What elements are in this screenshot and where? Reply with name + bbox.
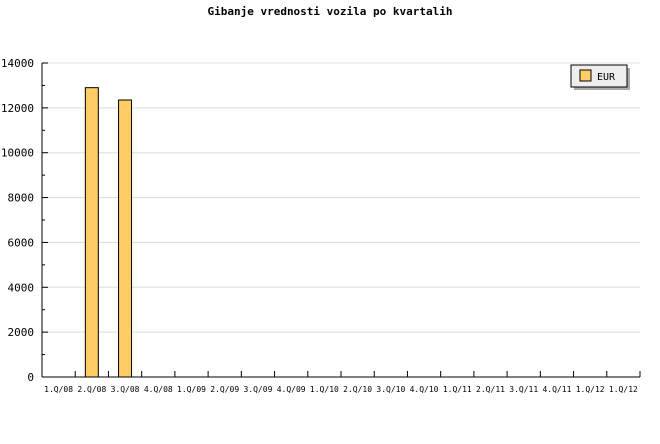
x-tick-label: 2.Q/11 <box>476 385 505 394</box>
x-tick-label: 1.Q/10 <box>310 385 339 394</box>
legend-swatch <box>579 69 592 82</box>
x-tick-label: 4.Q/10 <box>410 385 439 394</box>
y-tick-label: 14000 <box>1 57 34 70</box>
y-tick-label: 6000 <box>8 236 35 249</box>
legend-label: EUR <box>597 72 616 83</box>
y-tick-label: 2000 <box>8 326 35 339</box>
x-tick-label: 1.Q/12 <box>576 385 605 394</box>
y-tick-label: 0 <box>27 371 34 384</box>
y-tick-label: 8000 <box>8 192 35 205</box>
x-tick-label: 1.Q/09 <box>177 385 206 394</box>
x-tick-label: 2.Q/10 <box>343 385 372 394</box>
bar <box>84 87 99 378</box>
x-tick-label: 2.Q/08 <box>77 385 106 394</box>
x-tick-label: 2.Q/09 <box>210 385 239 394</box>
y-tick-label: 12000 <box>1 102 34 115</box>
x-tick-label: 3.Q/08 <box>111 385 140 394</box>
x-tick-label: 3.Q/09 <box>243 385 272 394</box>
y-tick-label: 10000 <box>1 147 34 160</box>
x-tick-label: 4.Q/09 <box>277 385 306 394</box>
chart-title: Gibanje vrednosti vozila po kvartalih <box>207 5 452 18</box>
bar <box>118 99 133 378</box>
x-tick-label: 3.Q/11 <box>509 385 538 394</box>
x-tick-label: 4.Q/11 <box>542 385 571 394</box>
x-tick-label: 1.Q/08 <box>44 385 73 394</box>
legend: EUR <box>570 64 630 90</box>
x-tick-label: 3.Q/10 <box>376 385 405 394</box>
y-tick-label: 4000 <box>8 281 35 294</box>
x-tick-label: 4.Q/08 <box>144 385 173 394</box>
x-tick-label: 1.Q/11 <box>443 385 472 394</box>
x-tick-label: 1.Q/12 <box>609 385 638 394</box>
